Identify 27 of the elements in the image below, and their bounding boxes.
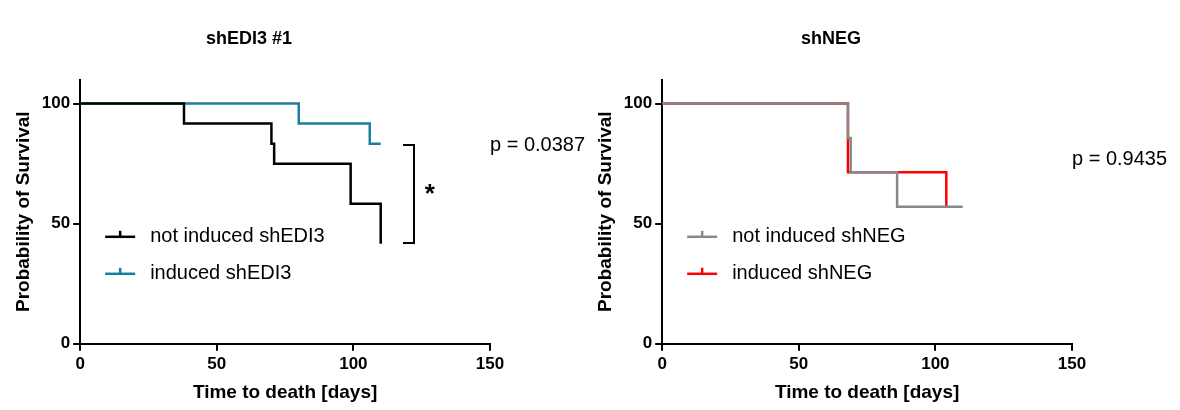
y-tick-label: 100 — [623, 93, 653, 113]
text: p = 0.9435 — [1072, 147, 1168, 170]
y-tick-label: 50 — [51, 213, 71, 233]
legend-label: not induced shEDI3 — [150, 224, 325, 247]
x-tick-label: 150 — [1057, 353, 1087, 373]
annotation: * — [424, 177, 435, 209]
x-tick-label: 0 — [75, 353, 85, 373]
x-tick-label: 0 — [657, 353, 667, 373]
y-tick-label: 50 — [633, 213, 653, 233]
legend-label: induced shEDI3 — [150, 261, 292, 284]
x-tick-label: 50 — [207, 353, 227, 373]
y-tick-label: 0 — [60, 333, 71, 353]
text: p = 0.0387 — [490, 133, 586, 156]
x-axis-title: Time to death [days] — [774, 380, 960, 402]
x-tick-label: 50 — [789, 353, 809, 373]
chart-title: shNEG — [800, 27, 862, 48]
y-tick-label: 100 — [41, 93, 71, 113]
x-tick-label: 100 — [339, 353, 368, 373]
legend-label: induced shNEG — [732, 261, 873, 284]
x-tick-label: 150 — [475, 353, 505, 373]
y-axis-title: Probability of Survival — [593, 111, 615, 312]
x-axis-title: Time to death [days] — [192, 380, 378, 402]
chart-title: shEDI3 #1 — [205, 27, 293, 48]
x-tick-label: 100 — [921, 353, 950, 373]
y-axis-title: Probability of Survival — [11, 111, 33, 312]
legend-label: not induced shNEG — [732, 224, 906, 247]
y-tick-label: 0 — [642, 333, 653, 353]
